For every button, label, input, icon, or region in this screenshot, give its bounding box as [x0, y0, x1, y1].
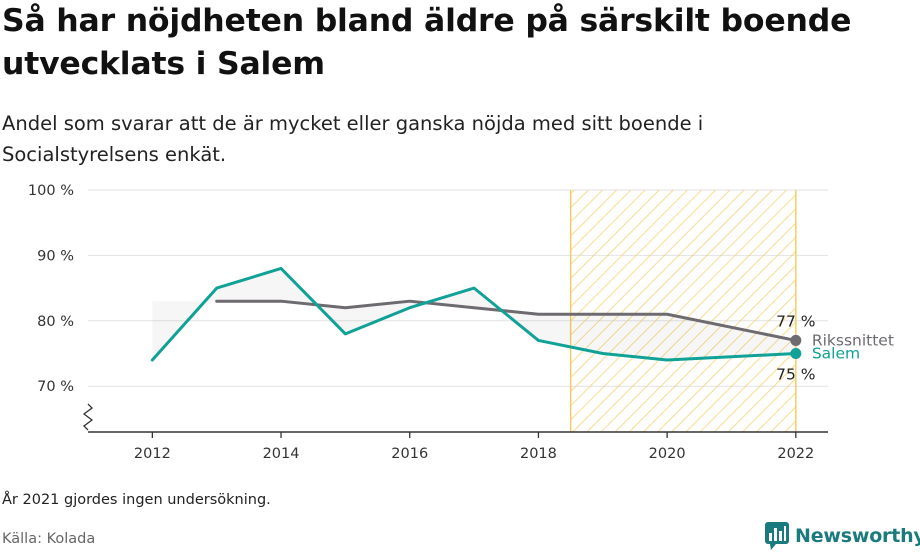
x-tick-label: 2018: [520, 446, 557, 462]
brand-name: Newsworthy: [795, 525, 920, 547]
axes: 70 % 80 % 90 % 100 % 2012 2014 2016 2018 2020 202…: [28, 183, 828, 462]
y-tick-label: 70 %: [37, 379, 74, 395]
series-line-salem: [150, 266, 798, 362]
x-tick-label: 2016: [391, 446, 428, 462]
footnote: År 2021 gjordes ingen undersökning.: [2, 492, 271, 508]
series-endpoint-average: [790, 334, 802, 346]
series-line-average: [215, 299, 798, 342]
value-label-average: 77 %: [776, 312, 815, 330]
highlight-hatch: [570, 190, 796, 432]
x-tick-label: 2022: [777, 446, 814, 462]
difference-band: [152, 268, 796, 361]
chart-title: Så har nöjdheten bland äldre på särskilt…: [2, 3, 852, 82]
x-tick-label: 2014: [263, 446, 300, 462]
highlight-region: [569, 190, 797, 432]
y-tick-label: 80 %: [37, 314, 74, 330]
series-endpoint-salem: [790, 348, 802, 360]
difference-area: [152, 268, 796, 361]
axis-break-symbol: [82, 403, 94, 431]
source-note: Källa: Kolada: [2, 531, 96, 547]
value-label-salem: 75 %: [776, 366, 815, 384]
series-name-average: Rikssnittet: [812, 331, 894, 349]
series-lines: [150, 266, 802, 362]
chart-subtitle: Andel som svarar att de är mycket eller …: [2, 112, 704, 166]
x-tick-label: 2012: [134, 446, 171, 462]
x-tick-label: 2020: [649, 446, 686, 462]
newsworthy-icon: [765, 522, 789, 550]
y-tick-label: 90 %: [37, 248, 74, 264]
y-tick-label: 100 %: [28, 183, 74, 199]
newsworthy-logo: Newsworthy: [764, 519, 920, 553]
series-name-salem: Salem: [812, 345, 860, 363]
